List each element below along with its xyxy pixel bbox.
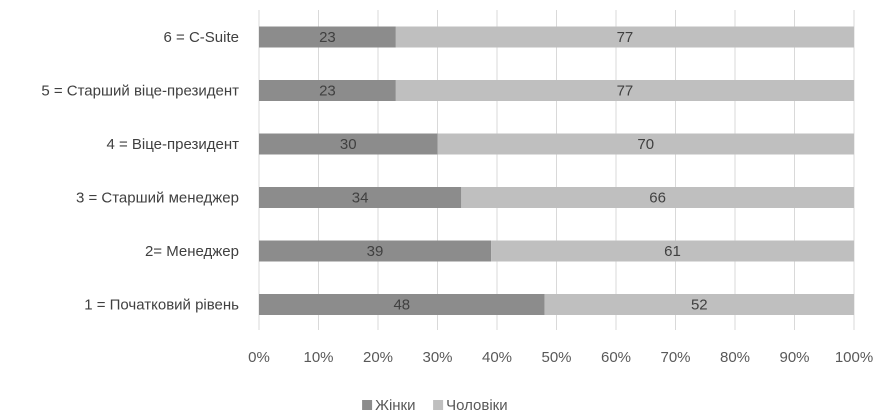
category-label: 3 = Старший менеджер [76,190,239,207]
data-label: 39 [367,243,384,260]
data-label: 61 [664,243,681,260]
bar-segment [259,133,438,155]
data-label: 70 [637,136,654,153]
x-tick-label: 60% [601,349,631,366]
legend-label: Жінки [375,397,415,414]
x-tick-labels: 0% 10% 20% 30% 40% 50% 60% 70% 80% 90% 100% [248,349,873,366]
category-label: 1 = Початковий рівень [84,297,239,314]
bar-segment [259,26,396,48]
data-label: 23 [319,29,336,46]
category-label: 2= Менеджер [145,243,239,260]
data-label: 52 [691,297,708,314]
category-label: 6 = C-Suite [164,29,239,46]
data-label: 77 [617,83,634,100]
data-label: 66 [649,190,666,207]
bars: 23 77 23 77 30 70 34 66 39 61 48 52 [259,26,854,315]
x-tick-label: 80% [720,349,750,366]
bar-segment [544,294,854,315]
data-label: 77 [617,29,634,46]
legend-swatch [433,400,444,410]
gridlines [258,10,855,330]
bar-segment [259,240,492,262]
category-label: 5 = Старший віце-президент [41,83,239,100]
category-labels: 6 = C-Suite 5 = Старший віце-президент 4 =… [41,29,239,314]
bar-segment [259,294,545,315]
bar-segment [437,133,854,155]
x-tick-label: 10% [303,349,333,366]
bar-segment [259,187,462,208]
x-tick-label: 0% [248,349,270,366]
bar-segment [491,240,854,262]
x-tick-label: 90% [779,349,809,366]
bar-segment [395,26,854,48]
x-tick-label: 20% [363,349,393,366]
data-label: 30 [340,136,357,153]
data-label: 23 [319,83,336,100]
data-label: 34 [352,190,369,207]
legend-swatch [362,400,373,410]
bar-segment [395,80,854,101]
data-label: 48 [393,297,410,314]
x-tick-label: 40% [482,349,512,366]
bar-segment [259,80,396,101]
x-tick-label: 70% [660,349,690,366]
category-label: 4 = Віце-президент [106,136,239,153]
x-tick-label: 30% [422,349,452,366]
bar-segment [461,187,854,208]
x-tick-label: 100% [835,349,873,366]
legend: Жінки Чоловіки [362,397,508,414]
legend-label: Чоловіки [446,397,508,414]
x-tick-label: 50% [541,349,571,366]
